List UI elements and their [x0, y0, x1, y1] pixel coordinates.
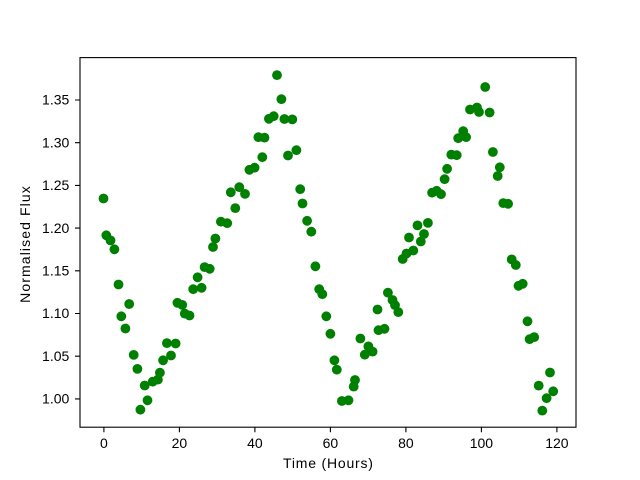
svg-text:1.20: 1.20 — [42, 220, 69, 236]
svg-text:1.05: 1.05 — [42, 348, 69, 364]
svg-text:1.35: 1.35 — [42, 92, 69, 108]
svg-text:1.30: 1.30 — [42, 134, 69, 150]
svg-text:0: 0 — [100, 435, 108, 451]
svg-text:Time (Hours): Time (Hours) — [283, 455, 374, 471]
svg-text:40: 40 — [247, 435, 263, 451]
svg-text:80: 80 — [398, 435, 414, 451]
svg-text:100: 100 — [470, 435, 494, 451]
svg-text:1.00: 1.00 — [42, 391, 69, 407]
svg-text:20: 20 — [172, 435, 188, 451]
svg-text:120: 120 — [545, 435, 569, 451]
svg-text:1.15: 1.15 — [42, 263, 69, 279]
svg-text:1.10: 1.10 — [42, 305, 69, 321]
svg-text:1.25: 1.25 — [42, 177, 69, 193]
svg-text:Normalised Flux: Normalised Flux — [17, 185, 33, 303]
svg-text:60: 60 — [323, 435, 339, 451]
